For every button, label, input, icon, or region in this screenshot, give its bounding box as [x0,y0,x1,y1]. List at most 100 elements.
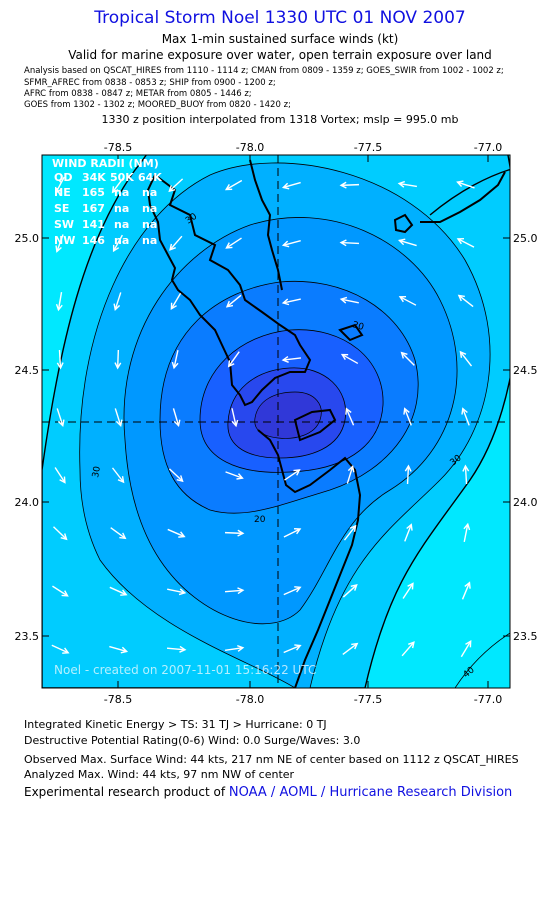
wind-arrow [224,647,244,651]
contour-label: 20 [254,515,266,525]
wind-arrow [110,527,126,539]
wind-arrow-head [340,353,349,361]
wind-arrow [459,351,473,367]
creation-stamp: Noel - created on 2007-11-01 15:16:22 UT… [54,663,316,677]
wind-arrow-head [237,644,245,652]
wind-radii-value: 165 [82,186,105,199]
wind-radii-value: na [114,202,129,215]
wind-arrow-head [61,590,69,597]
wind-arrow-head [398,296,407,303]
wind-radii-table: WIND RADII (NM) QD 34K 50K 64K NE 165 na… [52,157,162,247]
wind-arrow [283,298,301,304]
wind-arrow-head [237,529,245,537]
wind-arrow [340,183,360,187]
wind-radii-header: 64K [138,171,162,184]
wind-arrow-head [176,475,184,483]
wind-arrow-head [55,303,63,312]
wind-arrow [284,469,300,481]
wind-arrow [114,408,122,426]
wind-arrow [341,298,359,304]
lon-tick-label: -77.0 [474,693,502,706]
wind-arrow-head [293,469,301,476]
lat-tick-label: 23.5 [15,630,40,643]
hrd-link[interactable]: NOAA / AOML / Hurricane Research Divisio… [228,785,513,800]
analysis-line: GOES from 1302 - 1302 z; MOORED_BUOY fro… [24,100,291,110]
wind-arrow [166,647,186,651]
wind-arrow-head [408,641,415,649]
wind-arrow [56,408,64,426]
wind-radii-value: 146 [82,234,105,247]
map-title: Tropical Storm Noel 1330 UTC 01 NOV 2007 [94,8,466,28]
wind-arrow-head [400,351,408,359]
lon-tick-label: -77.0 [474,141,502,154]
wind-arrow-head [281,182,290,190]
coastline [146,159,506,688]
wind-radii-quadrant: NW [54,234,75,247]
lat-tick-label: 24.0 [15,496,40,509]
analysis-line: Analysis based on QSCAT_HIRES from 1110 … [24,66,504,76]
wind-arrow-head [350,583,358,591]
wind-arrow-head [169,243,176,251]
wind-radii-quadrant: SW [54,218,74,231]
wind-arrow [283,586,301,596]
wind-arrow [168,468,184,482]
wind-arrow [399,239,417,247]
credit-prefix: Experimental research product of [24,785,229,799]
wind-radii-value: na [142,234,157,247]
wind-arrow-head [56,362,64,370]
wind-arrow [51,644,69,654]
wind-radii-quadrant: SE [54,202,69,215]
wind-radii-value: na [114,186,129,199]
wind-arrow-head [225,300,234,308]
wind-arrow-head [62,647,70,654]
wind-arrow-head [178,588,187,596]
wind-arrow-head [456,180,464,187]
wind-arrow-head [117,476,125,484]
lat-tick-label: 25.0 [15,232,40,245]
wind-arrow [457,181,475,189]
wind-arrow-head [231,419,239,428]
wind-radii-value: na [142,218,157,231]
wind-arrow-head [171,361,179,370]
wind-arrow-head [457,294,465,302]
wind-arrow [458,294,474,308]
wind-arrow [341,353,359,365]
wind-arrow [231,408,237,426]
wind-arrow-head [345,407,352,415]
wind-arrow [342,584,358,598]
wind-arrow [399,182,417,188]
wind-arrow [112,177,124,193]
lon-tick-label: -78.0 [236,141,264,154]
wind-arrow [54,467,66,483]
wind-arrow-head [236,473,244,480]
band-core [254,391,322,439]
wind-arrow-head [173,419,181,428]
contour-line [429,168,510,216]
wind-arrow [283,181,301,189]
lat-tick-label: 24.5 [15,364,40,377]
wind-arrow-head [178,531,186,538]
exposure-note: Valid for marine exposure over water, op… [68,48,492,62]
wind-arrow [461,582,471,600]
wind-arrow-head [294,528,302,535]
wind-arrow-head [406,523,413,531]
wind-arrow [52,585,68,597]
wind-arrow-head [462,464,470,472]
wind-arrow [224,531,244,535]
wind-arrow-head [170,302,177,311]
wind-radii-quadrant: NE [54,186,71,199]
wind-radii-value: 141 [82,218,105,231]
wind-arrow [116,349,120,369]
wind-arrow-head [351,642,359,650]
wind-arrow-head [459,350,467,358]
wind-arrow [173,350,179,368]
wind-arrow-head [294,586,302,593]
wind-arrow [343,525,357,541]
lon-tick-label: -78.0 [236,693,264,706]
wind-arrow [53,526,67,540]
wind-arrow-head [115,419,123,427]
wind-arrow [228,351,240,367]
product-credit: Experimental research product of NOAA / … [24,785,512,800]
wind-arrow-head [179,645,187,653]
wind-arrow [401,352,415,366]
